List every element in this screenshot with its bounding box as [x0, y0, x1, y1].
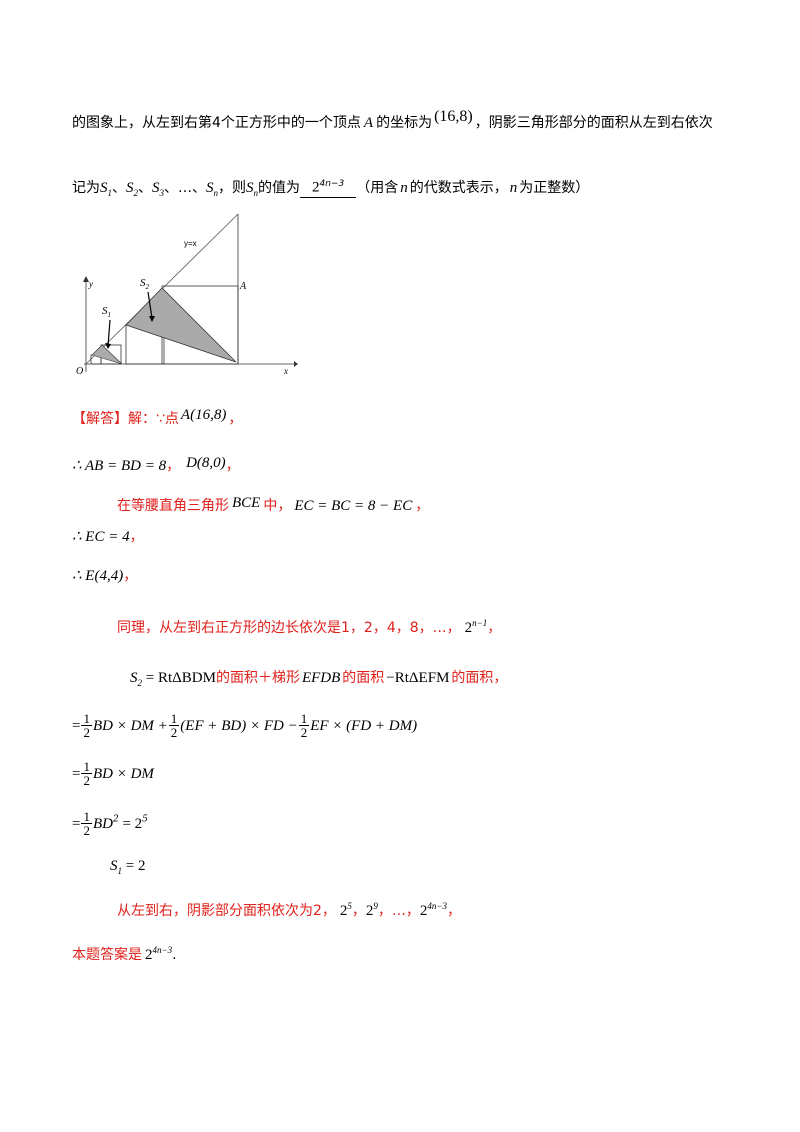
text: ，阴影三角形部分的面积从左到右依次	[474, 115, 713, 131]
label-a: A	[239, 281, 247, 292]
s2-pointer	[147, 291, 153, 319]
math-point-d: D(8,0)	[186, 455, 226, 471]
text: 记为	[72, 180, 100, 196]
math-ec-eq: EC = BC = 8 − EC	[294, 498, 413, 514]
solution-line-4: ∴ EC = 4，	[72, 529, 144, 545]
label-o: O	[76, 366, 83, 377]
text: 个正方形中的一个顶点	[220, 115, 361, 131]
math-point-e: ∴ E(4,4)	[72, 568, 124, 584]
answer-blank: 24n−3	[300, 179, 357, 198]
math-s2: S2	[126, 180, 138, 198]
math-point-a: A(16,8)	[180, 407, 227, 423]
problem-line-2: 记为S1、S2、S3、…、Sn，则Sn的值为 24n−3 （用含 n 的代数式表示， n 为…	[72, 179, 590, 198]
solution-line-13: 本题答案是 24n−3.	[72, 945, 177, 963]
math-ec-4: ∴ EC = 4	[72, 529, 130, 545]
math-s3: S3	[152, 180, 164, 198]
x-axis-arrow	[294, 361, 298, 367]
solution-line-3: 在等腰直角三角形 BCE 中， EC = BC = 8 − EC，	[117, 495, 430, 514]
math-s2: S2	[130, 670, 142, 688]
problem-line-1: 的图象上，从左到右第4个正方形中的一个顶点 A 的坐标为 (16,8) ，阴影三角形部分…	[72, 108, 713, 132]
shaded-triangle-s2	[125, 287, 237, 363]
text: 4	[212, 115, 221, 131]
y-axis-arrow	[83, 276, 89, 282]
math-ab-bd: ∴ AB = BD = 8	[72, 458, 167, 474]
label-s1: S1	[102, 305, 111, 319]
solution-line-12: 从左到右，阴影部分面积依次为2， 25，29，…，24n−3，	[117, 901, 461, 919]
shaded-triangle-s1	[91, 344, 123, 365]
math-coord: (16,8)	[434, 108, 473, 125]
label-y: y	[88, 279, 93, 289]
solution-line-9: = 1 2 BD × DM	[72, 759, 154, 788]
s1-pointer-head	[105, 343, 111, 349]
solution-line-1: 【解答】解：∵点 A(16,8)，	[72, 407, 243, 427]
text: 的图象上，从左到右第	[72, 115, 212, 131]
solution-line-8: = 1 2 BD × DM +1 2 (EF + BD) × FD −1 2 EF × (FD…	[72, 711, 418, 740]
geometry-figure: y=x y x O A S2 S1	[76, 213, 298, 377]
label-s2: S2	[140, 277, 150, 291]
math-sn: Sn	[206, 180, 218, 198]
s1-pointer	[107, 319, 111, 347]
math-bce: BCE	[232, 495, 261, 511]
label-x: x	[283, 366, 288, 376]
solution-line-2: ∴ AB = BD = 8， D(8,0)，	[72, 455, 240, 474]
solution-line-6: 同理，从左到右正方形的边长依次是1，2，4，8，…， 2n−1，	[117, 618, 502, 636]
label-y-equals-x: y=x	[184, 239, 197, 248]
solution-line-10: = 1 2 BD2 = 25	[72, 809, 148, 838]
solution-line-7: S2 = RtΔBDM的面积＋梯形 EFDB 的面积 −RtΔEFM 的面积，	[130, 670, 508, 688]
solution-heading: 【解答】	[72, 411, 128, 427]
text: 的坐标为	[376, 115, 433, 131]
solution-line-11: S1 = 2	[110, 858, 146, 876]
math-sn-2: Sn	[246, 180, 258, 198]
math-s1: S1	[100, 180, 112, 198]
s2-pointer-head	[149, 316, 155, 322]
math-pow: 2n−1	[464, 618, 488, 636]
solution-line-5: ∴ E(4,4)，	[72, 568, 138, 584]
math-var: A	[363, 115, 374, 131]
